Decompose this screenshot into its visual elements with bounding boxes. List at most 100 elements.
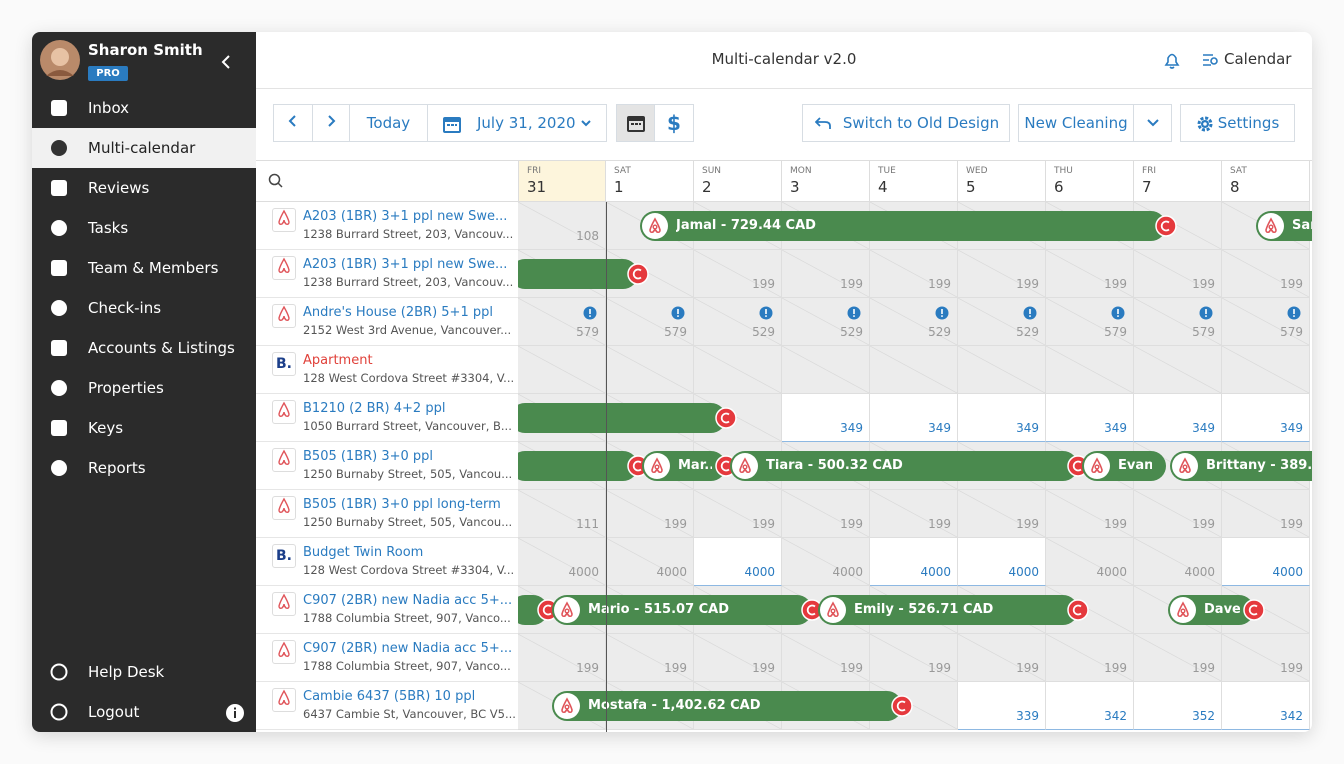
calendar-view-icon[interactable] xyxy=(1202,52,1220,68)
search-icon[interactable] xyxy=(268,173,284,189)
listing[interactable]: B. Apartment 128 West Cordova Street #3304… xyxy=(256,346,518,394)
day-cell[interactable]: 199 xyxy=(1046,490,1134,538)
booking[interactable]: Jamal - 729.44 CAD xyxy=(640,211,1166,241)
nav-item[interactable]: Help Desk xyxy=(32,652,256,692)
day-cell[interactable]: 529 xyxy=(694,298,782,346)
date-picker[interactable]: July 31, 2020 xyxy=(427,104,607,142)
day-cell[interactable] xyxy=(782,346,870,394)
day-cell[interactable]: 199 xyxy=(694,490,782,538)
booking[interactable] xyxy=(518,259,638,289)
settings-button[interactable]: Settings xyxy=(1180,104,1295,142)
nav-item[interactable]: Properties xyxy=(32,368,256,408)
day-cell[interactable]: 199 xyxy=(782,634,870,682)
day-cell[interactable]: 339 xyxy=(958,682,1046,730)
listing[interactable]: C907 (2BR) new Nadia acc 5+... 1788 Colum… xyxy=(256,586,518,634)
today-button[interactable]: Today xyxy=(349,104,428,142)
booking[interactable]: Mario - 515.07 CAD xyxy=(552,595,812,625)
day-cell[interactable]: 579 xyxy=(518,298,606,346)
day-cell[interactable]: 4000 xyxy=(606,538,694,586)
day-cell[interactable]: 111 xyxy=(518,490,606,538)
day-cell[interactable]: 4000 xyxy=(518,538,606,586)
listing[interactable]: B1210 (2 BR) 4+2 ppl 1050 Burrard Street,… xyxy=(256,394,518,442)
listing-name[interactable]: B505 (1BR) 3+0 ppl xyxy=(303,449,434,464)
calendar-mode[interactable] xyxy=(616,104,655,142)
listing[interactable]: A203 (1BR) 3+1 ppl new Swe... 1238 Burrar… xyxy=(256,202,518,250)
day-cell[interactable] xyxy=(958,346,1046,394)
nav-item[interactable]: Multi-calendar xyxy=(32,128,256,168)
day-cell[interactable] xyxy=(518,346,606,394)
booking[interactable]: Tiara - 500.32 CAD xyxy=(730,451,1078,481)
nav-item[interactable]: Reports xyxy=(32,448,256,488)
booking[interactable]: Brittany - 389.46 xyxy=(1170,451,1312,481)
nav-item[interactable]: Check-ins xyxy=(32,288,256,328)
day-cell[interactable]: 4000 xyxy=(1046,538,1134,586)
day-cell[interactable]: 199 xyxy=(1222,634,1310,682)
listing-name[interactable]: Budget Twin Room xyxy=(303,545,424,560)
day-cell[interactable]: 108 xyxy=(518,202,606,250)
listing-name[interactable]: Cambie 6437 (5BR) 10 ppl xyxy=(303,689,476,704)
day-cell[interactable]: 199 xyxy=(694,634,782,682)
booking[interactable]: Emily - 526.71 CAD xyxy=(818,595,1078,625)
nav-item[interactable]: Accounts & Listings xyxy=(32,328,256,368)
view-switch[interactable]: Calendar xyxy=(1224,50,1292,68)
switch-design-button[interactable]: Switch to Old Design xyxy=(802,104,1010,142)
day-cell[interactable] xyxy=(694,346,782,394)
nav-item[interactable]: Tasks xyxy=(32,208,256,248)
day-cell[interactable]: 199 xyxy=(1134,634,1222,682)
booking[interactable]: Dave... xyxy=(1168,595,1254,625)
day-cell[interactable]: 579 xyxy=(1222,298,1310,346)
day-cell[interactable]: 199 xyxy=(518,634,606,682)
day-cell[interactable]: 4000 xyxy=(694,538,782,586)
listing[interactable]: C907 (2BR) new Nadia acc 5+... 1788 Colum… xyxy=(256,634,518,682)
info-icon[interactable] xyxy=(224,702,246,724)
day-cell[interactable]: 342 xyxy=(1046,682,1134,730)
day-cell[interactable]: 352 xyxy=(1134,682,1222,730)
day-cell[interactable]: 4000 xyxy=(1222,538,1310,586)
listing-name[interactable]: B505 (1BR) 3+0 ppl long-term xyxy=(303,497,501,512)
listing[interactable]: B. Budget Twin Room 128 West Cordova Stree… xyxy=(256,538,518,586)
day-cell[interactable] xyxy=(1134,346,1222,394)
day-cell[interactable]: 342 xyxy=(1222,682,1310,730)
day-cell[interactable]: 349 xyxy=(1046,394,1134,442)
booking[interactable]: Evan ... xyxy=(1082,451,1166,481)
day-cell[interactable] xyxy=(870,346,958,394)
day-cell[interactable]: 579 xyxy=(606,298,694,346)
day-cell[interactable]: 199 xyxy=(870,634,958,682)
day-cell[interactable]: 349 xyxy=(870,394,958,442)
prev-button[interactable] xyxy=(273,104,313,142)
collapse-button[interactable] xyxy=(220,54,234,70)
day-cell[interactable]: 349 xyxy=(958,394,1046,442)
listing-name[interactable]: Apartment xyxy=(303,353,373,368)
listing-name[interactable]: A203 (1BR) 3+1 ppl new Swe... xyxy=(303,209,508,224)
day-cell[interactable] xyxy=(606,346,694,394)
booking[interactable]: Mar... xyxy=(642,451,726,481)
day-cell[interactable]: 199 xyxy=(694,250,782,298)
day-cell[interactable]: 199 xyxy=(1134,490,1222,538)
day-cell[interactable]: 199 xyxy=(782,250,870,298)
booking[interactable]: Sar xyxy=(1256,211,1312,241)
listing[interactable]: Cambie 6437 (5BR) 10 ppl 6437 Cambie St, … xyxy=(256,682,518,730)
day-cell[interactable]: 349 xyxy=(782,394,870,442)
day-cell[interactable]: 529 xyxy=(782,298,870,346)
booking[interactable]: Mostafa - 1,402.62 CAD xyxy=(552,691,902,721)
day-cell[interactable]: 4000 xyxy=(870,538,958,586)
day-cell[interactable]: 4000 xyxy=(782,538,870,586)
day-cell[interactable]: 199 xyxy=(958,634,1046,682)
day-cell[interactable]: 199 xyxy=(870,490,958,538)
listing[interactable]: A203 (1BR) 3+1 ppl new Swe... 1238 Burrar… xyxy=(256,250,518,298)
nav-item[interactable]: Keys xyxy=(32,408,256,448)
day-cell[interactable]: 4000 xyxy=(958,538,1046,586)
day-cell[interactable]: 349 xyxy=(1222,394,1310,442)
day-cell[interactable]: 579 xyxy=(1134,298,1222,346)
price-mode[interactable]: $ xyxy=(654,104,694,142)
day-cell[interactable] xyxy=(1046,346,1134,394)
day-cell[interactable]: 199 xyxy=(1046,634,1134,682)
listing-name[interactable]: Andre's House (2BR) 5+1 ppl xyxy=(303,305,493,320)
day-cell[interactable]: 199 xyxy=(782,490,870,538)
listing[interactable]: Andre's House (2BR) 5+1 ppl 2152 West 3rd… xyxy=(256,298,518,346)
next-button[interactable] xyxy=(312,104,350,142)
booking[interactable] xyxy=(518,451,638,481)
day-cell[interactable]: 199 xyxy=(1046,250,1134,298)
day-cell[interactable]: 199 xyxy=(1222,250,1310,298)
day-cell[interactable] xyxy=(1222,346,1310,394)
